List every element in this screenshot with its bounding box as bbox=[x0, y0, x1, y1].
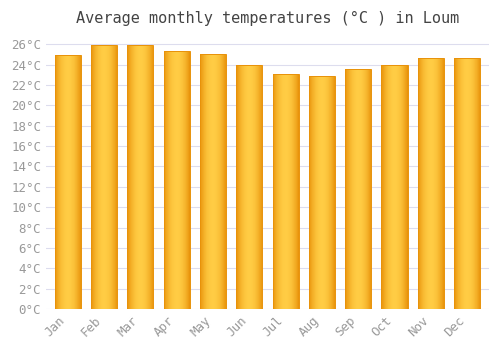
Bar bbox=[454, 58, 480, 309]
Title: Average monthly temperatures (°C ) in Loum: Average monthly temperatures (°C ) in Lo… bbox=[76, 11, 459, 26]
Bar bbox=[345, 69, 372, 309]
Bar bbox=[309, 76, 335, 309]
Bar bbox=[382, 65, 407, 309]
Bar bbox=[418, 58, 444, 309]
Bar bbox=[54, 55, 81, 309]
Bar bbox=[272, 74, 298, 309]
Bar bbox=[200, 54, 226, 309]
Bar bbox=[91, 46, 117, 309]
Bar bbox=[236, 65, 262, 309]
Bar bbox=[128, 46, 154, 309]
Bar bbox=[164, 50, 190, 309]
